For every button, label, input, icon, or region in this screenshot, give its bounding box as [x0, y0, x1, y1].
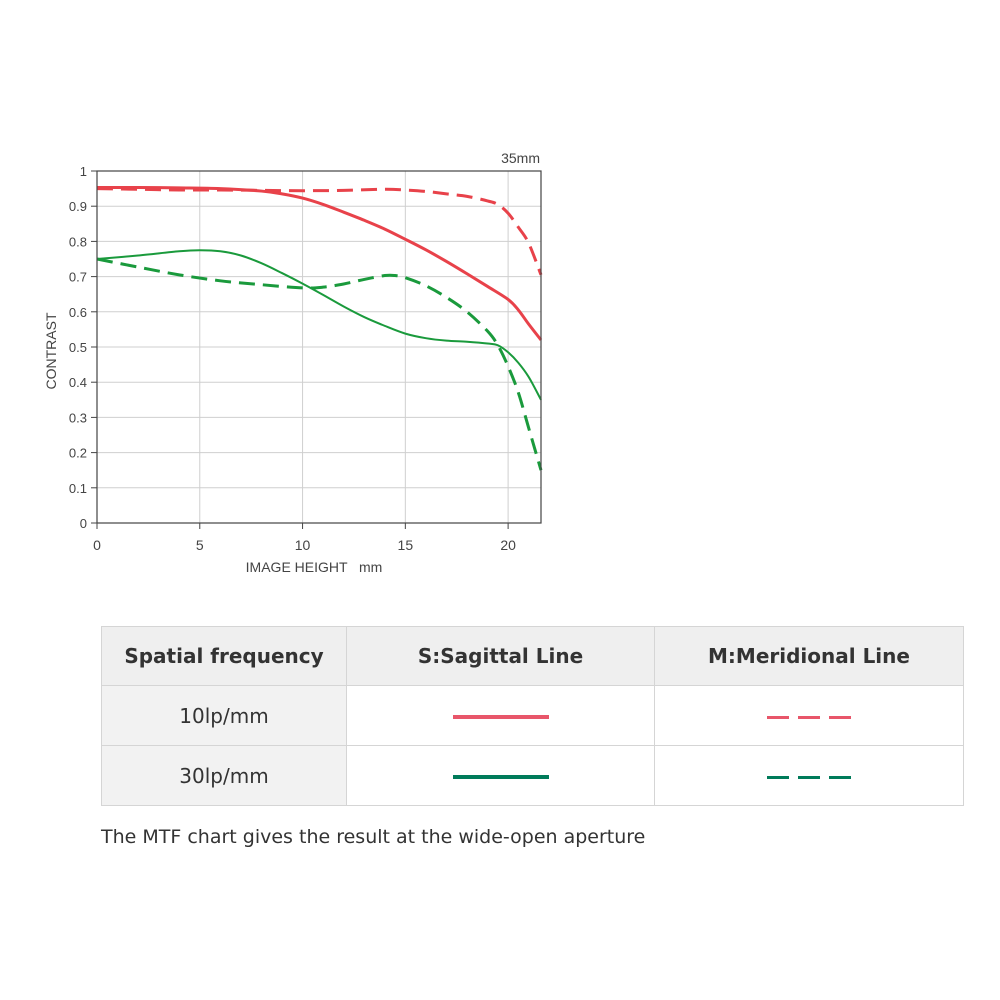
- header-spatial-frequency: Spatial frequency: [101, 626, 347, 686]
- series-line-2: [96, 249, 542, 401]
- y-tick-label: 0: [80, 516, 87, 531]
- freq-label-10lp: 10lp/mm: [101, 685, 347, 746]
- y-tick-label: 0.7: [69, 270, 87, 285]
- y-tick-label: 0.2: [69, 446, 87, 461]
- footnote: The MTF chart gives the result at the wi…: [101, 826, 646, 848]
- sagittal-solid-swatch-10lp: [452, 715, 549, 719]
- x-tick-label: 20: [500, 537, 516, 553]
- header-sagittal-line: S:Sagittal Line: [346, 626, 655, 686]
- meridional-dashed-swatch-30lp: [767, 775, 851, 779]
- freq-label-30lp: 30lp/mm: [101, 745, 347, 806]
- x-axis-label: IMAGE HEIGHT mm: [246, 559, 383, 575]
- y-tick-label: 0.4: [69, 375, 87, 390]
- sagittal-swatch-cell-30lp: [346, 745, 655, 806]
- x-tick-label: 15: [398, 537, 414, 553]
- y-tick-label: 0.5: [69, 340, 87, 355]
- y-tick-label: 0.6: [69, 305, 87, 320]
- y-tick-label: 0.9: [69, 199, 87, 214]
- meridional-swatch-cell-30lp: [654, 745, 964, 806]
- y-tick-label: 1: [80, 164, 87, 179]
- x-tick-label: 10: [295, 537, 311, 553]
- chart-series: [96, 186, 543, 471]
- y-tick-label: 0.1: [69, 481, 87, 496]
- y-axis-label: CONTRAST: [43, 312, 59, 389]
- y-tick-label: 0.8: [69, 234, 87, 249]
- chart-title: 35mm: [501, 150, 540, 166]
- legend-table: Spatial frequency S:Sagittal Line M:Meri…: [101, 626, 964, 806]
- meridional-dashed-swatch-10lp: [767, 715, 851, 719]
- legend-header-row: Spatial frequency S:Sagittal Line M:Meri…: [101, 626, 964, 686]
- sagittal-solid-swatch-30lp: [452, 775, 549, 779]
- series-line-3: [96, 257, 543, 471]
- sagittal-swatch-cell-10lp: [346, 685, 655, 746]
- x-tick-labels: 0 5 10 15 20: [93, 523, 516, 553]
- x-tick-label: 0: [93, 537, 101, 553]
- chart-grid: [97, 171, 541, 523]
- legend-row-10lp: 10lp/mm: [101, 685, 964, 746]
- header-meridional-line: M:Meridional Line: [654, 626, 964, 686]
- series-line-1: [96, 187, 543, 276]
- y-tick-label: 0.3: [69, 410, 87, 425]
- y-tick-labels: 0 0.1 0.2 0.3 0.4 0.5 0.6 0.7 0.8 0.9 1: [69, 164, 97, 531]
- legend-row-30lp: 30lp/mm: [101, 745, 964, 806]
- mtf-chart: 0 0.1 0.2 0.3 0.4 0.5 0.6 0.7 0.8 0.9 1 0 5 10 15 20 3…: [43, 150, 543, 575]
- x-tick-label: 5: [196, 537, 204, 553]
- meridional-swatch-cell-10lp: [654, 685, 964, 746]
